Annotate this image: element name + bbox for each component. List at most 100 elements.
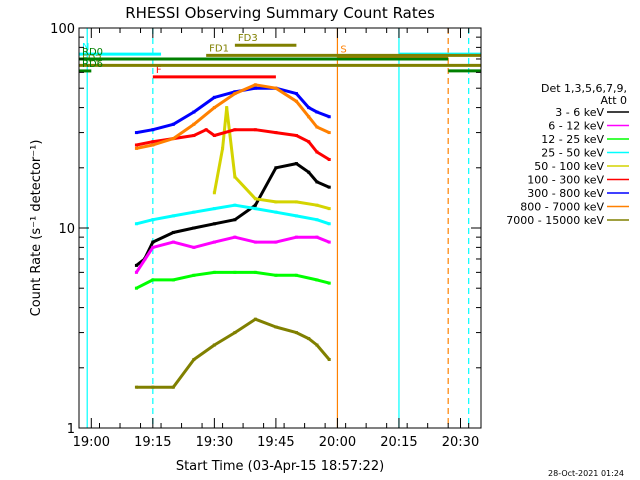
data-point-8-0: [134, 385, 138, 389]
data-point-2-4: [212, 270, 216, 274]
legend-label-8: 7000 - 15000 keV: [506, 214, 604, 227]
data-point-7-10: [315, 125, 319, 129]
data-point-6-6: [253, 86, 257, 90]
chart-title: RHESSI Observing Summary Count Rates: [125, 4, 435, 22]
data-point-4-3: [233, 175, 237, 179]
flag-label-1: F: [156, 65, 162, 76]
legend-label-0: 3 - 6 keV: [555, 106, 604, 119]
data-point-6-0: [134, 131, 138, 135]
data-point-8-3: [192, 358, 196, 362]
x-axis-label: Start Time (03-Apr-15 18:57:22): [176, 459, 384, 474]
data-point-7-6: [253, 83, 257, 87]
data-point-3-9: [315, 218, 319, 222]
data-point-8-10: [315, 343, 319, 347]
data-point-8-4: [212, 343, 216, 347]
legend-header-line-2: Att 0: [601, 94, 627, 107]
data-point-4-1: [221, 146, 225, 150]
data-point-6-5: [233, 90, 237, 94]
y-tick-label-0: 1: [67, 422, 75, 437]
y-axis-label: Count Rate (s⁻¹ detector⁻¹): [29, 140, 44, 317]
data-point-1-7: [274, 240, 278, 244]
x-tick-label-2: 19:30: [196, 435, 233, 450]
data-point-5-11: [315, 150, 319, 154]
data-point-0-10: [307, 170, 311, 174]
data-point-1-5: [233, 235, 237, 239]
data-point-5-6: [233, 128, 237, 132]
data-point-6-11: [327, 115, 331, 119]
legend-label-2: 12 - 25 keV: [541, 133, 604, 146]
data-point-4-5: [274, 200, 278, 204]
data-point-8-2: [171, 385, 175, 389]
data-point-0-9: [294, 162, 298, 166]
data-point-3-0: [134, 222, 138, 226]
data-point-3-4: [212, 207, 216, 211]
x-tick-label-0: 19:00: [73, 435, 110, 450]
data-point-5-0: [134, 143, 138, 147]
legend-label-6: 300 - 800 keV: [527, 187, 604, 200]
data-point-8-1: [151, 385, 155, 389]
data-point-1-9: [315, 235, 319, 239]
legend-label-1: 6 - 12 keV: [548, 120, 604, 133]
data-point-0-7: [253, 203, 257, 207]
flag-label-2: S: [340, 45, 346, 56]
legend-label-5: 100 - 300 keV: [527, 174, 604, 187]
series-line-2: [135, 270, 330, 290]
data-point-1-6: [253, 240, 257, 244]
y-tick-label-1: 10: [58, 222, 75, 237]
data-point-0-8: [274, 166, 278, 170]
data-point-5-5: [212, 134, 216, 138]
data-point-1-10: [327, 240, 331, 244]
data-point-3-5: [233, 203, 237, 207]
data-point-2-1: [151, 278, 155, 282]
flag-label-7: RD6: [82, 59, 103, 70]
data-point-6-10: [315, 110, 319, 114]
data-point-7-0: [134, 146, 138, 150]
series-line-8: [136, 317, 331, 389]
data-point-3-7: [274, 210, 278, 214]
data-point-5-4: [204, 128, 208, 132]
data-point-7-11: [327, 131, 331, 135]
data-point-0-11: [315, 180, 319, 184]
flag-label-5: FD3: [238, 33, 258, 44]
data-point-4-6: [294, 200, 298, 204]
data-point-8-5: [233, 331, 237, 335]
data-point-4-2: [225, 106, 229, 110]
data-point-3-1: [151, 218, 155, 222]
x-tick-label-4: 20:00: [319, 435, 356, 450]
data-point-3-10: [327, 222, 331, 226]
data-point-7-1: [151, 143, 155, 147]
flag-label-0: N: [82, 42, 89, 53]
data-point-5-3: [192, 134, 196, 138]
data-point-1-0: [134, 270, 138, 274]
x-tick-label-1: 19:15: [134, 435, 171, 450]
series-line-1: [135, 235, 330, 274]
data-point-2-7: [274, 273, 278, 277]
data-point-5-9: [294, 134, 298, 138]
data-point-2-10: [327, 281, 331, 285]
data-point-8-9: [307, 337, 311, 341]
legend-label-7: 800 - 7000 keV: [520, 201, 604, 214]
flag-label-3: FD1: [209, 43, 229, 54]
data-point-5-7: [253, 128, 257, 132]
data-point-7-3: [192, 122, 196, 126]
data-point-2-8: [294, 273, 298, 277]
data-point-7-9: [307, 115, 311, 119]
data-point-3-2: [171, 214, 175, 218]
series-line-7: [136, 83, 330, 150]
data-point-4-0: [212, 191, 216, 195]
data-point-5-8: [274, 131, 278, 135]
data-point-8-8: [294, 331, 298, 335]
data-point-1-8: [294, 235, 298, 239]
data-point-6-1: [151, 128, 155, 132]
data-point-1-2: [171, 240, 175, 244]
data-point-0-6: [233, 218, 237, 222]
data-point-7-5: [233, 92, 237, 96]
data-point-0-4: [192, 226, 196, 230]
data-point-0-0: [134, 263, 138, 267]
legend-label-3: 25 - 50 keV: [541, 147, 604, 160]
data-point-0-3: [171, 230, 175, 234]
data-point-2-5: [233, 270, 237, 274]
y-tick-label-2: 100: [50, 22, 75, 37]
timestamp-text: 28-Oct-2021 01:24: [548, 469, 624, 478]
